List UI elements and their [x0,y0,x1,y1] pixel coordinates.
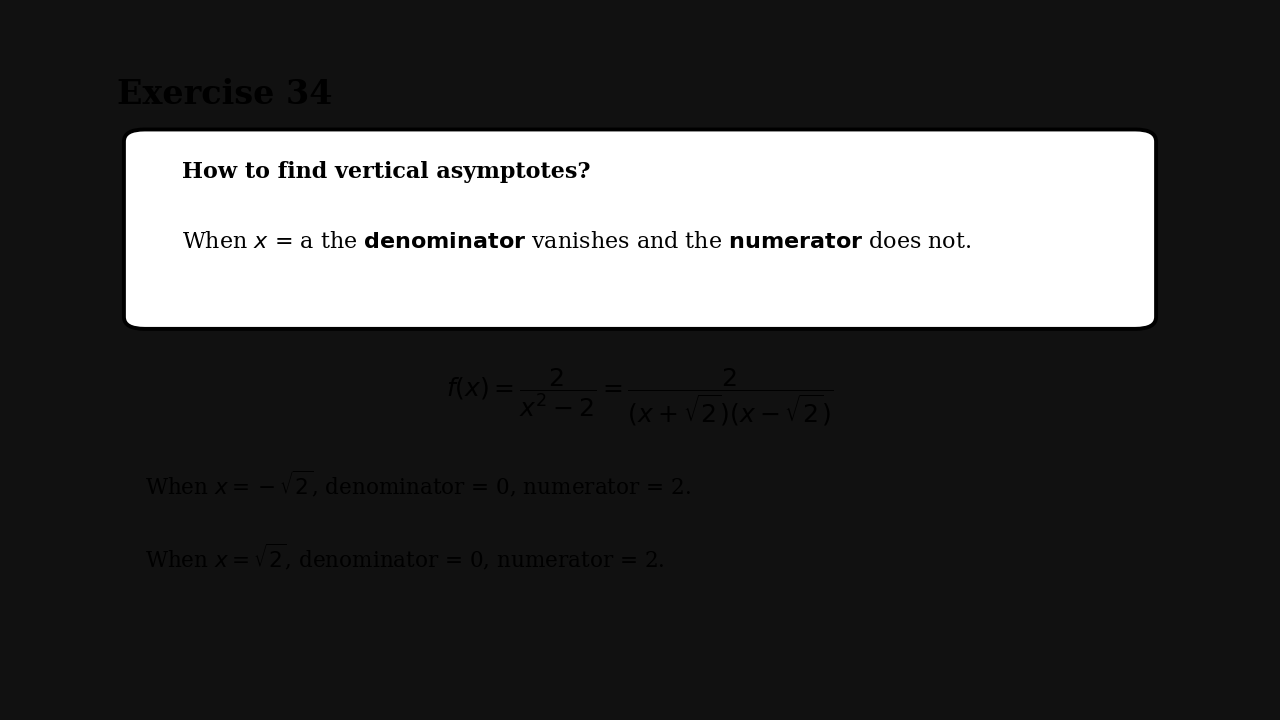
Text: When $x = \sqrt{2}$, denominator = 0, numerator = 2.: When $x = \sqrt{2}$, denominator = 0, nu… [145,542,664,572]
Text: When $x = -\sqrt{2}$, denominator = 0, numerator = 2.: When $x = -\sqrt{2}$, denominator = 0, n… [145,469,691,500]
Text: Exercise 34: Exercise 34 [116,78,333,112]
Text: $f(x) = \dfrac{2}{x^2 - 2} = \dfrac{2}{(x + \sqrt{2})(x - \sqrt{2})}$: $f(x) = \dfrac{2}{x^2 - 2} = \dfrac{2}{(… [447,366,833,428]
Text: How to find vertical asymptotes?: How to find vertical asymptotes? [182,161,590,184]
FancyBboxPatch shape [124,130,1156,329]
Text: When $x$ = a the $\mathbf{denominator}$ vanishes and the $\mathbf{numerator}$ do: When $x$ = a the $\mathbf{denominator}$ … [182,231,972,253]
